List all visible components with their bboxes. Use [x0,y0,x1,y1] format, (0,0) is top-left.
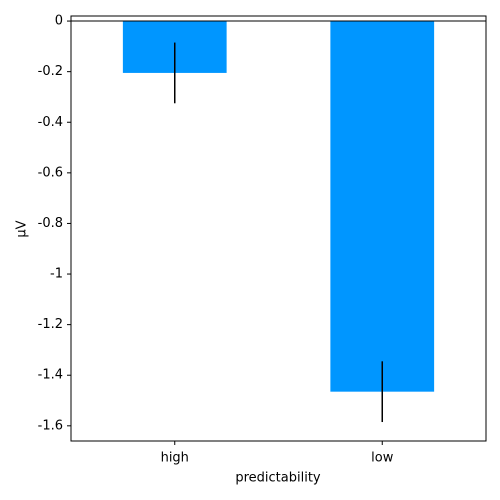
x-tick-label: low [371,451,394,466]
y-axis-label: μV [15,220,30,237]
x-axis-label: predictability [235,471,321,486]
y-tick-label: -0.8 [38,216,63,231]
y-tick-label: -0.6 [38,165,63,180]
y-tick-label: -1.4 [38,368,63,383]
y-tick-label: -0.2 [38,64,63,79]
plot-frame [70,15,487,442]
y-tick-label: -1.6 [38,418,63,433]
y-tick-label: -1.2 [38,317,63,332]
y-tick-label: -1 [50,267,63,282]
x-tick-label: high [161,451,189,466]
bar [330,21,435,392]
y-tick-label: -0.4 [38,115,63,130]
y-tick-label: 0 [55,14,63,29]
